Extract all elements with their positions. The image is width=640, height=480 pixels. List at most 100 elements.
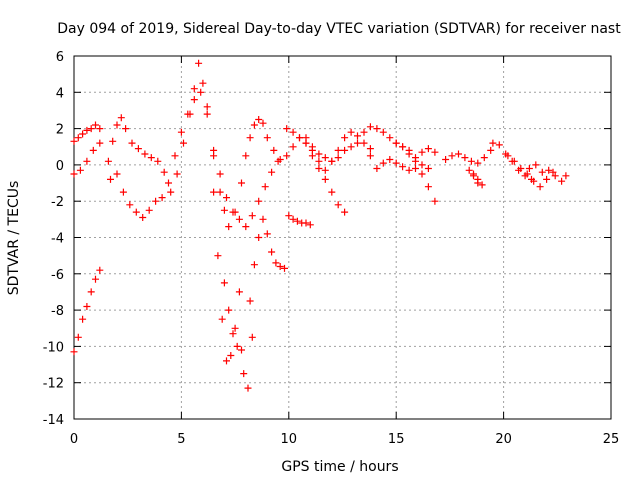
data-point: [231, 324, 239, 332]
x-tick-label: 15: [388, 432, 405, 447]
data-point: [366, 145, 374, 153]
data-point: [543, 175, 551, 183]
data-point: [259, 119, 267, 127]
data-point: [558, 177, 566, 185]
data-point: [354, 139, 361, 147]
data-point: [315, 150, 323, 158]
series-mid-dip: [220, 279, 245, 354]
data-point: [227, 352, 235, 359]
data-point: [495, 141, 503, 149]
data-point: [242, 223, 250, 231]
series-hour13-17-b: [366, 152, 432, 174]
x-tick-label: 25: [603, 432, 620, 447]
data-point: [360, 139, 368, 147]
data-point: [250, 121, 258, 129]
data-point: [218, 315, 226, 323]
data-point: [126, 201, 134, 209]
data-point: [216, 188, 224, 196]
data-point: [285, 212, 293, 220]
x-tick-label: 20: [495, 432, 512, 447]
data-point: [283, 125, 291, 133]
data-point: [392, 139, 400, 147]
data-point: [412, 165, 419, 172]
data-point: [229, 208, 237, 216]
x-tick-label: 0: [70, 432, 78, 447]
data-point: [248, 333, 256, 341]
data-point: [470, 170, 477, 178]
x-tick-label: 10: [281, 432, 298, 447]
data-point: [379, 128, 387, 136]
data-point: [259, 215, 267, 223]
data-point: [152, 197, 160, 205]
series-hour18-19-dip: [470, 170, 486, 189]
data-point: [442, 156, 450, 163]
data-point: [255, 234, 263, 241]
data-point: [538, 168, 546, 176]
data-point: [347, 128, 355, 136]
data-point: [341, 134, 349, 142]
data-point: [158, 194, 166, 202]
data-point: [399, 143, 407, 151]
data-point: [461, 154, 469, 162]
data-point: [334, 146, 342, 154]
data-point: [238, 346, 245, 354]
data-point: [76, 166, 84, 174]
data-point: [412, 157, 419, 165]
data-point: [199, 79, 207, 87]
data-point: [244, 384, 252, 392]
data-point: [134, 145, 142, 153]
data-point: [373, 125, 381, 133]
data-point: [431, 148, 439, 156]
data-point: [392, 159, 400, 167]
data-point: [79, 315, 87, 323]
data-point: [366, 123, 374, 131]
data-point: [220, 206, 228, 214]
data-point: [465, 166, 473, 174]
data-point: [87, 125, 95, 133]
data-point: [119, 188, 127, 196]
data-point: [302, 219, 310, 227]
data-point: [107, 175, 114, 183]
y-tick-label: 6: [56, 50, 64, 65]
series-hour15-17-c: [392, 139, 439, 205]
data-point: [220, 279, 228, 287]
data-point: [145, 206, 153, 214]
series-hour21-23: [525, 161, 570, 185]
data-point: [261, 183, 269, 191]
x-axis-label: GPS time / hours: [281, 459, 398, 475]
axis-ticks: 0 5 10 15 20 25 -14 -12 -10 -8 -6 -4 -2 0 2 4 6: [43, 50, 620, 447]
data-point: [195, 59, 203, 67]
data-point: [474, 179, 482, 187]
data-point: [87, 288, 95, 296]
data-point: [139, 214, 147, 221]
series-early-high: [70, 121, 104, 145]
data-point: [272, 259, 280, 267]
data-marks: [70, 59, 570, 392]
data-point: [373, 165, 381, 172]
data-point: [523, 170, 531, 178]
data-point: [347, 143, 355, 151]
data-point: [96, 125, 104, 133]
data-point: [289, 143, 297, 151]
series-hour10-11-low: [285, 212, 314, 229]
series-hour1-6-a: [104, 59, 250, 231]
data-point: [551, 172, 559, 180]
data-point: [431, 197, 439, 205]
data-point: [171, 152, 179, 160]
data-point: [197, 88, 205, 96]
y-axis-label: SDTVAR / TECUs: [6, 181, 22, 296]
data-point: [478, 181, 486, 189]
data-point: [190, 96, 198, 104]
data-point: [210, 188, 218, 196]
data-point: [334, 154, 342, 162]
data-point: [321, 154, 329, 162]
data-point: [386, 156, 394, 163]
data-point: [74, 333, 82, 341]
data-point: [399, 163, 407, 171]
data-point: [180, 139, 187, 147]
data-point: [386, 134, 394, 142]
data-point: [276, 263, 284, 270]
data-point: [240, 370, 248, 378]
data-point: [517, 165, 525, 172]
data-point: [122, 125, 130, 133]
